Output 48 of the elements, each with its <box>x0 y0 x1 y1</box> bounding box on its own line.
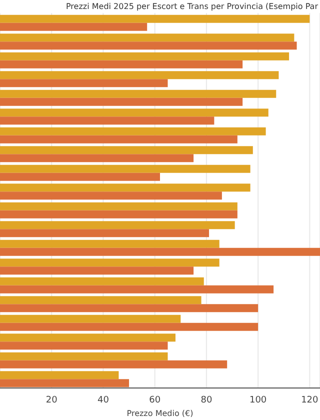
bar <box>0 135 238 144</box>
bar <box>0 296 202 304</box>
bar <box>0 322 258 331</box>
bar <box>0 164 250 173</box>
x-tick-label: 60 <box>149 395 161 406</box>
bar <box>0 202 238 210</box>
bar <box>0 360 228 368</box>
bar <box>0 285 274 294</box>
bar <box>0 14 310 23</box>
bar <box>0 352 168 360</box>
bar <box>0 60 243 68</box>
bar <box>0 371 119 380</box>
bar <box>0 379 130 388</box>
bar <box>0 154 194 162</box>
bar <box>0 90 276 98</box>
bar <box>0 22 148 31</box>
bar <box>0 314 181 323</box>
x-tick-label: 80 <box>200 395 212 406</box>
bar <box>0 240 220 248</box>
bar <box>0 192 222 200</box>
x-tick-label: 100 <box>249 395 267 406</box>
x-axis-title: Prezzo Medio (€) <box>126 409 194 418</box>
bar <box>0 116 214 125</box>
x-tick-label: 40 <box>98 395 110 406</box>
bar <box>0 277 204 286</box>
bar <box>0 184 250 192</box>
bar <box>0 248 320 256</box>
bar <box>0 334 176 342</box>
bar <box>0 304 258 312</box>
bar <box>0 98 243 106</box>
bar <box>0 79 168 88</box>
bar <box>0 229 210 238</box>
bar <box>0 146 253 154</box>
bar <box>0 210 238 218</box>
bar <box>0 258 220 267</box>
bar <box>0 34 294 42</box>
x-tick-label: 120 <box>301 395 319 406</box>
bar <box>0 71 279 80</box>
bar <box>0 266 194 275</box>
bar <box>0 127 266 136</box>
bar <box>0 342 168 350</box>
bar <box>0 221 235 230</box>
bar <box>0 52 290 60</box>
x-tick-label: 20 <box>46 395 58 406</box>
bar <box>0 172 160 181</box>
chart-title: Prezzi Medi 2025 per Escort e Trans per Provincia (Esempio Par <box>65 1 319 13</box>
bar <box>0 108 268 117</box>
bar <box>0 42 297 50</box>
